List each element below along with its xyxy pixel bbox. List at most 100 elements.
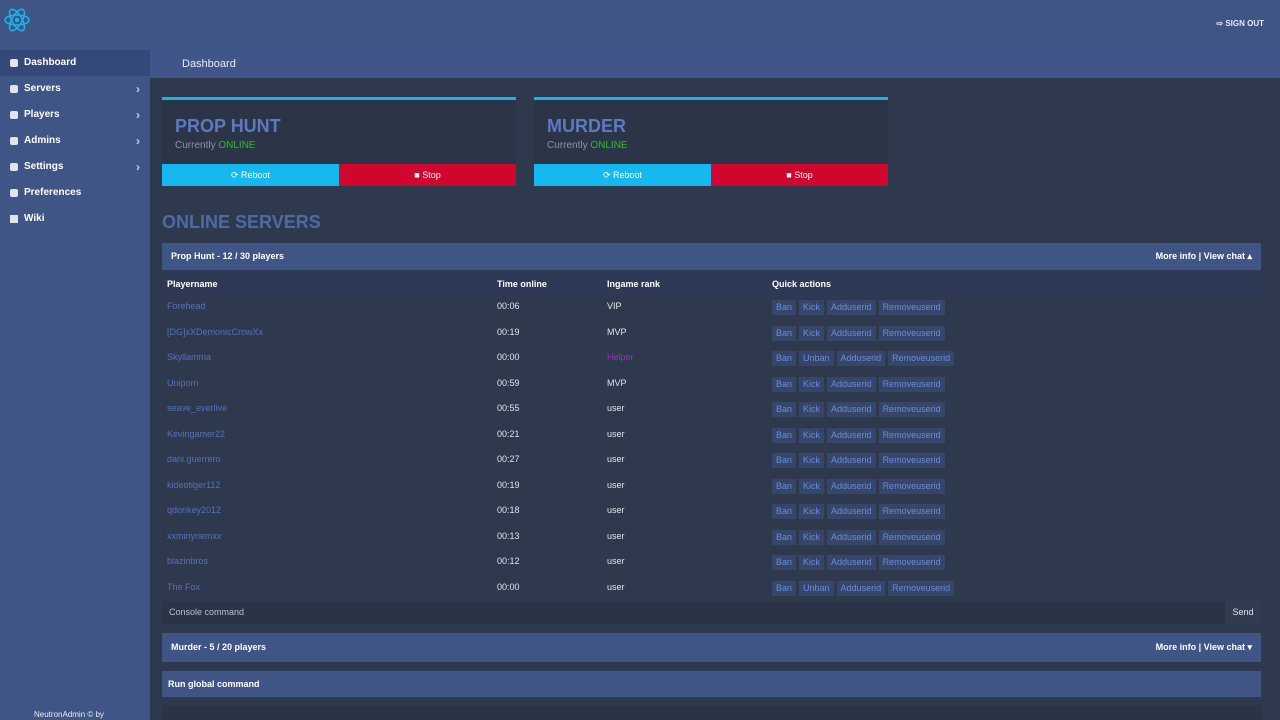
action-button[interactable]: Ban	[772, 427, 797, 443]
nav-label[interactable]: Preferences	[24, 187, 82, 198]
nav-item[interactable]: Admins	[0, 128, 150, 154]
action-button[interactable]: Adduserid	[827, 529, 876, 545]
action-button[interactable]: Adduserid	[827, 402, 876, 417]
action-button[interactable]: Adduserid	[827, 325, 876, 341]
nav-label[interactable]: Admins	[24, 135, 61, 146]
ingame-rank: user	[607, 428, 625, 439]
action-button[interactable]: Adduserid	[827, 453, 876, 468]
action-button[interactable]: Adduserid	[827, 504, 876, 519]
action-button[interactable]: Ban	[772, 402, 797, 417]
panel-links[interactable]: More info | View chat ▾	[1155, 642, 1252, 652]
player-name[interactable]: qdonkey2012	[167, 505, 222, 515]
player-name[interactable]: Skyllamma	[167, 352, 212, 362]
console-input[interactable]: Console command	[169, 607, 245, 617]
reboot-button[interactable]: ⟳ Reboot	[534, 164, 711, 186]
stop-button[interactable]: ■ Stop	[339, 164, 516, 186]
sign-out-text[interactable]: SIGN OUT	[1225, 19, 1264, 28]
action-button[interactable]: Ban	[772, 478, 797, 494]
player-name[interactable]: Forehead	[167, 301, 206, 311]
action-button[interactable]: Adduserid	[827, 478, 876, 494]
nav-item[interactable]: Settings	[0, 154, 150, 180]
action-button[interactable]: Ban	[772, 453, 797, 468]
server-name: MURDER	[547, 116, 626, 136]
reboot-label[interactable]: Reboot	[241, 170, 271, 180]
stop-button[interactable]: ■ Stop	[711, 164, 888, 186]
player-name[interactable]: blazinbros	[167, 556, 209, 566]
player-name[interactable]: seave_everlive	[167, 403, 228, 413]
reboot-button[interactable]: ⟳ Reboot	[162, 164, 339, 186]
nav-label[interactable]: Settings	[24, 161, 64, 172]
action-button[interactable]: Adduserid	[827, 555, 876, 570]
player-name[interactable]: [DG]xXDemonicCrowXx	[167, 326, 264, 337]
player-name[interactable]: Kevingamer22	[167, 428, 226, 439]
status-value: ONLINE	[218, 140, 256, 151]
quick-actions: Ban Kick Adduserid Removeuserid	[772, 504, 948, 519]
stop-label[interactable]: Stop	[794, 170, 813, 180]
action-button[interactable]: Unban	[799, 351, 834, 366]
nav-item[interactable]: Preferences	[0, 180, 150, 206]
player-name[interactable]: The Fox	[167, 581, 201, 592]
action-button[interactable]: Kick	[799, 376, 825, 392]
action-button[interactable]: Adduserid	[827, 427, 876, 443]
nav-label[interactable]: Wiki	[24, 213, 45, 224]
server-status: Currently ONLINE	[547, 140, 628, 151]
action-button[interactable]: Ban	[772, 351, 797, 366]
action-button[interactable]: Kick	[799, 504, 825, 519]
action-button[interactable]: Ban	[772, 529, 797, 545]
send-button[interactable]: Send	[1225, 601, 1261, 624]
action-button[interactable]: Ban	[772, 376, 797, 392]
nav-item[interactable]: Wiki	[0, 206, 150, 232]
action-button[interactable]: Removeuserid	[878, 402, 945, 417]
server-card: PROP HUNT Currently ONLINE ⟳ Reboot ■ Stop	[162, 97, 516, 186]
action-button[interactable]: Removeuserid	[878, 325, 945, 341]
action-button[interactable]: Removeuserid	[878, 427, 945, 443]
action-button[interactable]: Removeuserid	[878, 376, 945, 392]
action-button[interactable]: Removeuserid	[888, 351, 955, 366]
nav-item[interactable]: Players	[0, 102, 150, 128]
action-button[interactable]: Unban	[799, 580, 834, 596]
nav-icon	[10, 85, 18, 93]
action-button[interactable]: Kick	[799, 529, 825, 545]
action-button[interactable]: Kick	[799, 427, 825, 443]
action-button[interactable]: Removeuserid	[878, 478, 945, 494]
action-button[interactable]: Removeuserid	[878, 453, 945, 468]
action-button[interactable]: Kick	[799, 555, 825, 570]
sign-out[interactable]: ⇨ SIGN OUT	[1216, 19, 1264, 28]
player-name[interactable]: dani.guerrero	[167, 454, 221, 464]
action-button[interactable]: Removeuserid	[878, 300, 945, 315]
breadcrumb: Dashboard	[150, 50, 1280, 78]
action-button[interactable]: Adduserid	[836, 351, 886, 366]
nav-label[interactable]: Dashboard	[24, 57, 77, 68]
nav-label[interactable]: Players	[24, 109, 60, 120]
action-button[interactable]: Ban	[772, 555, 797, 570]
action-button[interactable]: Kick	[799, 478, 825, 494]
action-button[interactable]: Adduserid	[836, 580, 886, 596]
ingame-rank: VIP	[607, 301, 622, 311]
action-button[interactable]: Ban	[772, 504, 797, 519]
nav-item[interactable]: Servers	[0, 76, 150, 102]
breadcrumb-text: Dashboard	[182, 58, 236, 70]
player-name[interactable]: xxminynemxx	[167, 530, 222, 541]
quick-actions: Ban Kick Adduserid Removeuserid	[772, 478, 948, 494]
nav-label[interactable]: Servers	[24, 83, 61, 94]
action-button[interactable]: Kick	[799, 325, 825, 341]
action-button[interactable]: Ban	[772, 580, 797, 596]
action-button[interactable]: Adduserid	[827, 300, 876, 315]
action-button[interactable]: Ban	[772, 300, 797, 315]
action-button[interactable]: Removeuserid	[888, 580, 955, 596]
ingame-rank: MVP	[607, 377, 627, 388]
action-button[interactable]: Adduserid	[827, 376, 876, 392]
action-button[interactable]: Kick	[799, 453, 825, 468]
action-button[interactable]: Removeuserid	[878, 555, 945, 570]
action-button[interactable]: Removeuserid	[878, 529, 945, 545]
nav-item[interactable]: Dashboard	[0, 50, 150, 76]
action-button[interactable]: Removeuserid	[878, 504, 945, 519]
player-name[interactable]: Uniporn	[167, 377, 199, 388]
reboot-label[interactable]: Reboot	[613, 170, 643, 180]
action-button[interactable]: Ban	[772, 325, 797, 341]
player-name[interactable]: kideotiger112	[167, 479, 221, 490]
action-button[interactable]: Kick	[799, 300, 825, 315]
action-button[interactable]: Kick	[799, 402, 825, 417]
panel-links[interactable]: More info | View chat ▴	[1155, 251, 1252, 261]
stop-label[interactable]: Stop	[422, 170, 441, 180]
